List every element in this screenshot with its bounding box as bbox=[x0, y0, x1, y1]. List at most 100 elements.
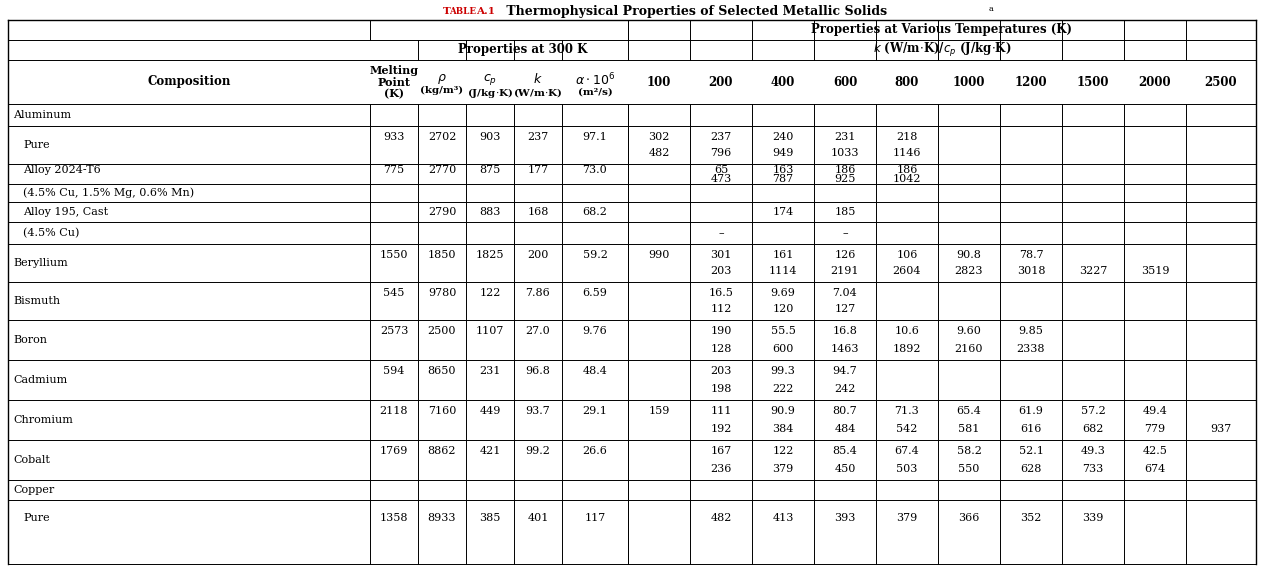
Text: 90.9: 90.9 bbox=[771, 406, 795, 416]
Text: 9.60: 9.60 bbox=[957, 326, 981, 336]
Text: 67.4: 67.4 bbox=[895, 446, 919, 456]
Text: 421: 421 bbox=[479, 446, 501, 456]
Text: 94.7: 94.7 bbox=[833, 366, 857, 376]
Text: 484: 484 bbox=[834, 424, 856, 434]
Text: 237: 237 bbox=[527, 131, 549, 142]
Text: 6.59: 6.59 bbox=[583, 288, 608, 298]
Text: 379: 379 bbox=[896, 513, 918, 523]
Text: 9.76: 9.76 bbox=[583, 326, 608, 336]
Text: 200: 200 bbox=[527, 250, 549, 259]
Text: 384: 384 bbox=[772, 424, 794, 434]
Text: 122: 122 bbox=[479, 288, 501, 298]
Text: 68.2: 68.2 bbox=[583, 207, 608, 217]
Text: 240: 240 bbox=[772, 131, 794, 142]
Text: Cadmium: Cadmium bbox=[13, 375, 67, 385]
Text: Point: Point bbox=[378, 76, 411, 87]
Text: (m²/s): (m²/s) bbox=[578, 88, 612, 97]
Text: 10.6: 10.6 bbox=[895, 326, 919, 336]
Text: –: – bbox=[842, 228, 848, 238]
Text: 594: 594 bbox=[383, 366, 404, 376]
Text: Composition: Composition bbox=[148, 76, 231, 88]
Text: 482: 482 bbox=[710, 513, 732, 523]
Text: Bismuth: Bismuth bbox=[13, 296, 61, 306]
Text: 100: 100 bbox=[647, 76, 671, 88]
Text: 52.1: 52.1 bbox=[1019, 446, 1044, 456]
Text: 2770: 2770 bbox=[428, 165, 456, 175]
Text: 1463: 1463 bbox=[830, 344, 860, 354]
Text: 163: 163 bbox=[772, 165, 794, 175]
Text: 379: 379 bbox=[772, 464, 794, 474]
Text: 3227: 3227 bbox=[1078, 266, 1107, 276]
Text: 1500: 1500 bbox=[1077, 76, 1110, 88]
Text: 545: 545 bbox=[383, 288, 404, 298]
Text: 127: 127 bbox=[834, 304, 856, 315]
Text: 186: 186 bbox=[834, 165, 856, 175]
Text: 190: 190 bbox=[710, 326, 732, 336]
Text: 473: 473 bbox=[710, 174, 732, 184]
Text: 449: 449 bbox=[479, 406, 501, 416]
Text: Boron: Boron bbox=[13, 335, 47, 345]
Text: 99.3: 99.3 bbox=[771, 366, 795, 376]
Text: 903: 903 bbox=[479, 131, 501, 142]
Text: 733: 733 bbox=[1082, 464, 1103, 474]
Text: 57.2: 57.2 bbox=[1081, 406, 1106, 416]
Text: 7.86: 7.86 bbox=[526, 288, 550, 298]
Text: 29.1: 29.1 bbox=[583, 406, 608, 416]
Text: 1114: 1114 bbox=[769, 266, 798, 276]
Text: 352: 352 bbox=[1020, 513, 1042, 523]
Text: Properties at Various Temperatures (K): Properties at Various Temperatures (K) bbox=[811, 24, 1072, 37]
Text: Pure: Pure bbox=[23, 513, 49, 523]
Text: a: a bbox=[988, 5, 994, 13]
Text: 2573: 2573 bbox=[379, 326, 408, 336]
Text: A.1: A.1 bbox=[477, 6, 495, 15]
Text: 2500: 2500 bbox=[1205, 76, 1237, 88]
Text: 1146: 1146 bbox=[892, 148, 921, 158]
Text: 242: 242 bbox=[834, 384, 856, 394]
Text: 106: 106 bbox=[896, 250, 918, 259]
Text: 93.7: 93.7 bbox=[526, 406, 550, 416]
Text: 112: 112 bbox=[710, 304, 732, 315]
Text: 42.5: 42.5 bbox=[1143, 446, 1168, 456]
Text: 949: 949 bbox=[772, 148, 794, 158]
Text: 71.3: 71.3 bbox=[895, 406, 919, 416]
Text: 8933: 8933 bbox=[427, 513, 456, 523]
Text: 393: 393 bbox=[834, 513, 856, 523]
Text: 16.5: 16.5 bbox=[709, 288, 733, 298]
Text: 58.2: 58.2 bbox=[957, 446, 981, 456]
Text: 48.4: 48.4 bbox=[583, 366, 608, 376]
Text: 2790: 2790 bbox=[427, 207, 456, 217]
Text: 616: 616 bbox=[1020, 424, 1042, 434]
Text: 126: 126 bbox=[834, 250, 856, 259]
Text: 231: 231 bbox=[834, 131, 856, 142]
Text: 192: 192 bbox=[710, 424, 732, 434]
Text: 2160: 2160 bbox=[954, 344, 983, 354]
Text: $\alpha\cdot10^6$: $\alpha\cdot10^6$ bbox=[575, 72, 616, 88]
Text: 222: 222 bbox=[772, 384, 794, 394]
Text: 400: 400 bbox=[771, 76, 795, 88]
Text: 7.04: 7.04 bbox=[833, 288, 857, 298]
Text: $\rho$: $\rho$ bbox=[437, 72, 447, 86]
Text: 366: 366 bbox=[958, 513, 980, 523]
Text: Alloy 2024-T6: Alloy 2024-T6 bbox=[23, 165, 101, 175]
Text: 49.4: 49.4 bbox=[1143, 406, 1168, 416]
Text: 7160: 7160 bbox=[427, 406, 456, 416]
Text: 875: 875 bbox=[479, 165, 501, 175]
Text: 59.2: 59.2 bbox=[583, 250, 608, 259]
Text: Cobalt: Cobalt bbox=[13, 455, 49, 465]
Text: 302: 302 bbox=[648, 131, 670, 142]
Text: 120: 120 bbox=[772, 304, 794, 315]
Text: (W/m$\cdot$K): (W/m$\cdot$K) bbox=[513, 86, 562, 99]
Text: 231: 231 bbox=[479, 366, 501, 376]
Text: 1033: 1033 bbox=[830, 148, 860, 158]
Text: Beryllium: Beryllium bbox=[13, 258, 68, 268]
Text: –: – bbox=[718, 228, 724, 238]
Text: Properties at 300 K: Properties at 300 K bbox=[459, 44, 588, 56]
Text: 128: 128 bbox=[710, 344, 732, 354]
Text: 198: 198 bbox=[710, 384, 732, 394]
Text: ABLE: ABLE bbox=[449, 6, 477, 15]
Text: 61.9: 61.9 bbox=[1019, 406, 1044, 416]
Text: 90.8: 90.8 bbox=[957, 250, 981, 259]
Text: 581: 581 bbox=[958, 424, 980, 434]
Text: 185: 185 bbox=[834, 207, 856, 217]
Text: 796: 796 bbox=[710, 148, 732, 158]
